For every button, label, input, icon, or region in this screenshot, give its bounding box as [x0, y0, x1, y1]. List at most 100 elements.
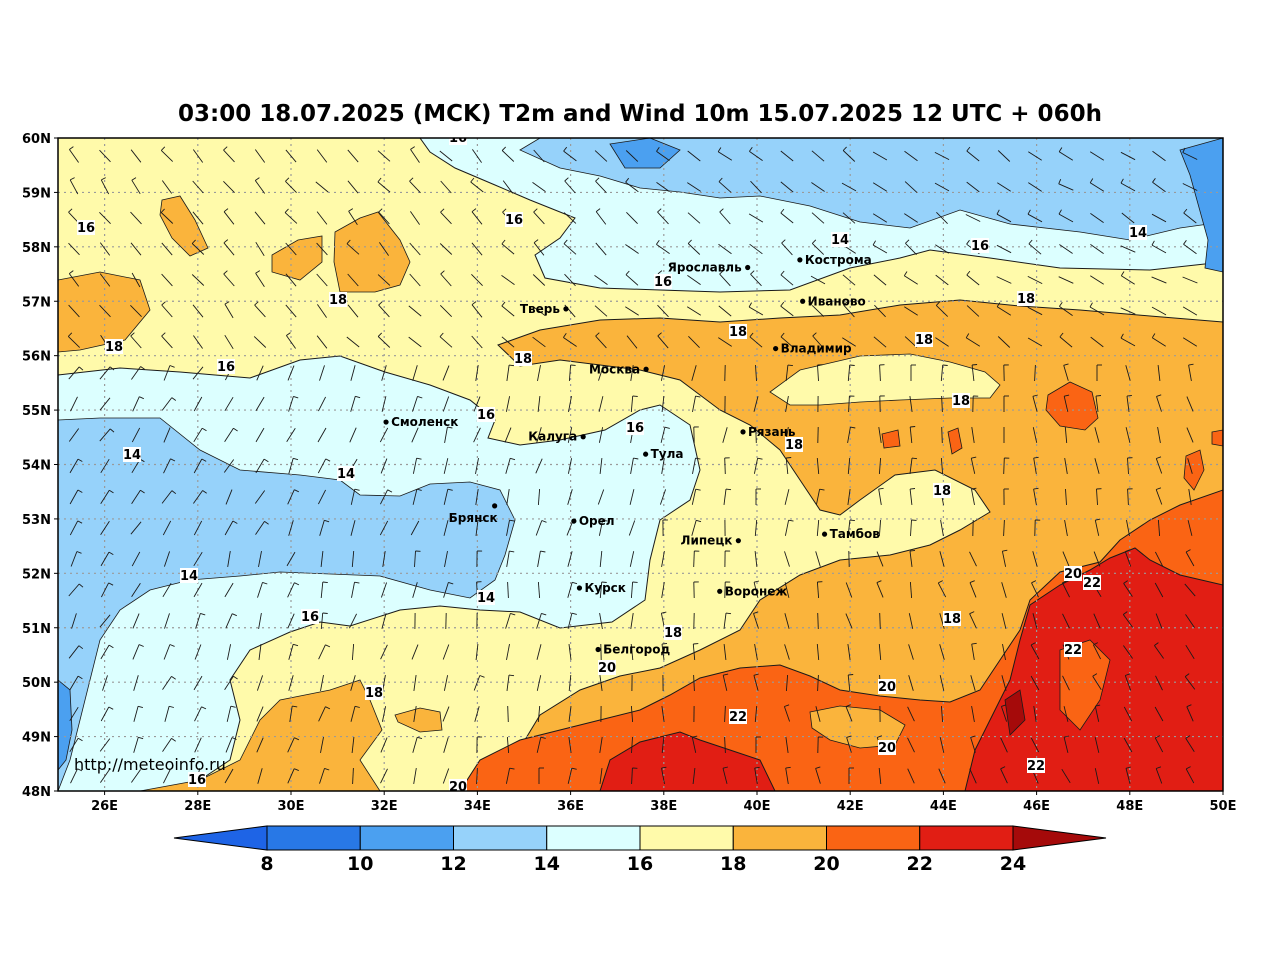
- wind-barb: [378, 211, 390, 225]
- wind-barb-feather: [284, 208, 289, 213]
- wind-barb: [780, 181, 794, 193]
- wind-barb: [905, 242, 917, 256]
- wind-barb-feather: [1058, 209, 1062, 215]
- wind-barb: [934, 182, 950, 192]
- wind-barb: [412, 489, 418, 505]
- wind-barb: [1090, 244, 1104, 254]
- wind-barb: [318, 706, 326, 722]
- wind-barb: [130, 335, 142, 349]
- wind-barb-feather: [202, 490, 207, 494]
- wind-barb: [970, 458, 976, 474]
- wind-barb: [722, 768, 728, 784]
- wind-barb: [536, 675, 542, 691]
- wind-barb: [193, 458, 203, 474]
- wind-barb-feather: [848, 674, 854, 676]
- wind-barb: [598, 396, 604, 412]
- wind-barb: [659, 489, 667, 505]
- wind-barb: [567, 768, 573, 784]
- wind-barb-feather: [410, 146, 415, 150]
- wind-barb: [1027, 337, 1043, 347]
- wind-barb: [904, 275, 918, 285]
- wind-barb-feather: [108, 706, 114, 710]
- wind-barb: [318, 644, 326, 660]
- wind-barb-feather: [348, 208, 354, 212]
- wind-barb: [1125, 427, 1131, 443]
- wind-barb: [100, 551, 110, 567]
- wind-barb: [192, 149, 204, 163]
- wind-barb-feather: [201, 427, 207, 432]
- wind-barb: [566, 520, 574, 536]
- wind-barb-feather: [293, 643, 299, 647]
- wind-barb: [907, 768, 915, 784]
- city-label: Калуга: [528, 430, 577, 444]
- contour-label-bg: [952, 393, 970, 408]
- wind-barb: [317, 396, 327, 412]
- wind-barb-feather: [1033, 487, 1039, 490]
- wind-barb: [817, 612, 819, 630]
- y-tick-label: 51N: [22, 622, 51, 637]
- wind-barb: [348, 613, 358, 629]
- wind-barb: [1188, 365, 1192, 381]
- wind-barb: [413, 675, 417, 691]
- wind-barb: [225, 489, 233, 505]
- wind-barb: [718, 181, 732, 193]
- colorbar-swatch: [826, 825, 921, 851]
- contour-label-bg: [878, 740, 896, 755]
- wind-barb-feather: [69, 146, 74, 150]
- wind-barb-feather: [139, 396, 144, 400]
- wind-barb: [595, 335, 607, 349]
- contour-label-bg: [971, 238, 989, 253]
- wind-barb: [133, 737, 139, 753]
- wind-barb: [99, 149, 111, 163]
- y-tick-label: 55N: [22, 404, 51, 419]
- wind-barb: [289, 706, 293, 722]
- wind-barb: [753, 613, 759, 629]
- wind-barb: [1032, 427, 1038, 443]
- wind-barb: [223, 211, 235, 225]
- wind-barb-feather: [625, 177, 630, 183]
- wind-barb: [937, 582, 947, 598]
- wind-barb: [567, 551, 573, 567]
- wind-barb: [351, 582, 355, 598]
- wind-barb: [377, 274, 391, 286]
- wind-barb: [1155, 458, 1163, 474]
- wind-barb: [686, 306, 702, 316]
- wind-barb-feather: [1064, 394, 1070, 397]
- wind-barb: [439, 304, 453, 318]
- wind-barb-feather: [325, 458, 331, 462]
- wind-barb: [536, 737, 542, 753]
- wind-barb: [443, 458, 449, 474]
- wind-barb: [785, 768, 789, 784]
- city-dot: [740, 429, 746, 435]
- wind-barb-feather: [1120, 271, 1125, 276]
- contour-label: 20: [878, 680, 896, 695]
- wind-barb: [1126, 520, 1130, 536]
- wind-barb: [630, 613, 634, 629]
- wind-barb-feather: [140, 366, 145, 370]
- wind-barb: [536, 427, 542, 443]
- wind-barb-feather: [200, 612, 206, 616]
- wind-barb-feather: [294, 768, 299, 772]
- wind-barb: [1182, 183, 1198, 191]
- wind-barb: [909, 489, 913, 505]
- wind-barb: [408, 336, 422, 348]
- wind-barb-feather: [293, 457, 299, 461]
- wind-barb: [847, 457, 851, 475]
- wind-barb-feather: [161, 332, 166, 337]
- wind-barb: [625, 150, 639, 162]
- wind-barb: [785, 396, 789, 412]
- wind-barb: [475, 458, 479, 474]
- wind-barb-feather: [748, 302, 752, 308]
- wind-barb: [847, 520, 851, 536]
- contour-label: 22: [729, 710, 747, 725]
- wind-barb-feather: [471, 301, 477, 306]
- wind-barb: [505, 458, 511, 474]
- wind-barb-feather: [696, 519, 702, 523]
- wind-barb: [996, 213, 1012, 223]
- y-tick-label: 52N: [22, 567, 51, 582]
- wind-barb: [568, 737, 572, 753]
- wind-barb: [1156, 396, 1162, 412]
- wind-barb-feather: [970, 735, 976, 738]
- wind-barb-feather: [354, 488, 360, 491]
- city-markers: Ярославль Кострома Тверь Иваново Владимир Мос…: [383, 253, 880, 657]
